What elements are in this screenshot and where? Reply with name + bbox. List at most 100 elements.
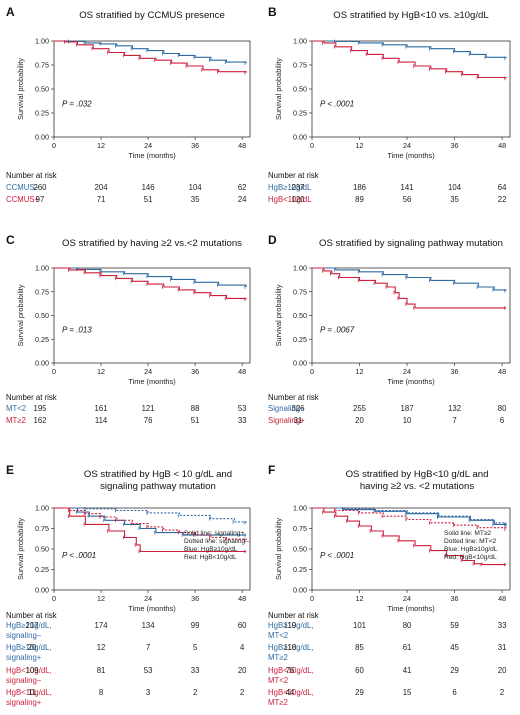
y-tick-label: 0.00: [35, 359, 49, 368]
risk-value: 85: [355, 643, 364, 652]
y-tick-label: 0.75: [293, 287, 307, 296]
y-tick-label: 0.75: [35, 287, 49, 296]
risk-value: 12: [97, 643, 106, 652]
risk-value: 35: [191, 195, 200, 204]
y-tick-label: 0.25: [293, 335, 307, 344]
risk-value: 11: [28, 688, 36, 697]
y-tick-label: 0.00: [35, 133, 49, 142]
risk-value: 174: [95, 621, 109, 630]
x-axis-label: Time (months): [128, 151, 175, 160]
p-value: P < .0001: [320, 99, 354, 108]
y-tick-label: 0.75: [35, 524, 49, 533]
km-curve: [54, 507, 247, 523]
x-tick-label: 24: [144, 141, 152, 150]
y-tick-label: 0.75: [35, 61, 49, 70]
x-axis-label: Time (months): [128, 604, 175, 613]
risk-value: 60: [355, 666, 364, 675]
x-tick-label: 24: [144, 594, 152, 603]
x-tick-label: 12: [356, 141, 364, 150]
risk-value: 121: [142, 404, 155, 413]
legend-note: Red: HgB<10g/dL: [444, 554, 497, 561]
y-tick-label: 0.50: [35, 85, 49, 94]
risk-value: 120: [291, 195, 305, 204]
y-tick-label: 1.00: [293, 37, 307, 46]
risk-value: 104: [448, 183, 462, 192]
plot-frame: [311, 267, 511, 364]
y-tick-label: 0.00: [293, 586, 307, 595]
p-value: P < .0001: [320, 551, 354, 560]
p-value: P = .032: [62, 99, 92, 108]
risk-value: 7: [452, 416, 456, 425]
risk-value: 20: [28, 643, 37, 652]
legend-note: Dotted line: signaling–: [184, 538, 249, 545]
p-value: P < .0001: [62, 551, 96, 560]
risk-value: 99: [191, 621, 200, 630]
panel-f: F OS stratified by HgB<10 g/dL andhaving …: [268, 463, 511, 707]
x-axis-label: Time (months): [387, 604, 434, 613]
risk-row-label: Signaling–: [268, 404, 305, 413]
km-curve: [312, 507, 507, 530]
risk-row-label: MT<2: [268, 676, 288, 685]
plot-frame: [53, 40, 251, 138]
risk-table-header: Number at risk: [6, 611, 57, 620]
x-tick-label: 48: [238, 141, 246, 150]
risk-value: 76: [286, 666, 295, 675]
risk-value: 217: [25, 621, 38, 630]
x-tick-label: 12: [356, 594, 364, 603]
risk-value: 6: [452, 688, 456, 697]
x-tick-label: 12: [97, 141, 105, 150]
x-tick-label: 36: [451, 367, 459, 376]
x-axis-label: Time (months): [128, 377, 175, 386]
y-tick-label: 1.00: [35, 37, 49, 46]
risk-value: 89: [355, 195, 364, 204]
x-tick-label: 48: [238, 594, 246, 603]
legend-note: Solid line: MT≥2: [444, 530, 492, 537]
risk-value: 61: [403, 643, 412, 652]
risk-row-label: signaling+: [6, 653, 42, 662]
km-curve: [54, 267, 247, 287]
x-tick-label: 48: [498, 594, 506, 603]
risk-row-label: HgB≥10g/dL,: [6, 643, 51, 652]
panel-letter: E: [6, 463, 14, 477]
panel-e: E OS stratified by HgB < 10 g/dL andsigna…: [6, 463, 251, 707]
risk-value: 109: [25, 666, 38, 675]
risk-value: 104: [189, 183, 203, 192]
risk-value: 204: [95, 183, 109, 192]
panel-title: OS stratified by HgB<10 g/dL and: [346, 469, 489, 480]
x-tick-label: 24: [403, 141, 411, 150]
risk-value: 76: [144, 416, 153, 425]
x-tick-label: 24: [403, 367, 411, 376]
risk-value: 2: [193, 688, 197, 697]
panel-c: C OS stratified by having ≥2 vs.<2 mutati…: [6, 233, 251, 425]
risk-row-label: MT≥2: [268, 698, 288, 707]
km-curve: [54, 507, 247, 553]
legend-note: Dotted line: MT<2: [444, 538, 497, 545]
risk-value: 45: [450, 643, 459, 652]
km-curve: [54, 40, 247, 73]
legend-note: Blue: HgB≥10g/dL: [184, 546, 238, 553]
km-curve: [312, 507, 507, 526]
km-curve: [54, 267, 247, 300]
risk-row-label: MT<2: [6, 404, 26, 413]
km-curve: [312, 507, 506, 566]
risk-value: 60: [238, 621, 247, 630]
risk-row-label: signaling–: [6, 631, 42, 640]
y-tick-label: 1.00: [35, 264, 49, 273]
y-tick-label: 0.00: [293, 133, 307, 142]
y-tick-label: 0.75: [293, 61, 307, 70]
risk-value: 187: [401, 404, 414, 413]
risk-value: 118: [284, 643, 296, 652]
km-curve: [54, 507, 247, 536]
risk-value: 51: [144, 195, 153, 204]
risk-value: 71: [97, 195, 106, 204]
risk-table-header: Number at risk: [6, 171, 57, 180]
risk-row-label: CCMUS–: [6, 183, 40, 192]
panel-b: B OS stratified by HgB<10 vs. ≥10g/dL 0.00…: [268, 5, 511, 204]
risk-value: 326: [291, 404, 304, 413]
risk-value: 4: [240, 643, 245, 652]
risk-value: 44: [286, 688, 295, 697]
risk-value: 6: [500, 416, 504, 425]
risk-value: 88: [191, 404, 200, 413]
x-tick-label: 0: [52, 141, 56, 150]
